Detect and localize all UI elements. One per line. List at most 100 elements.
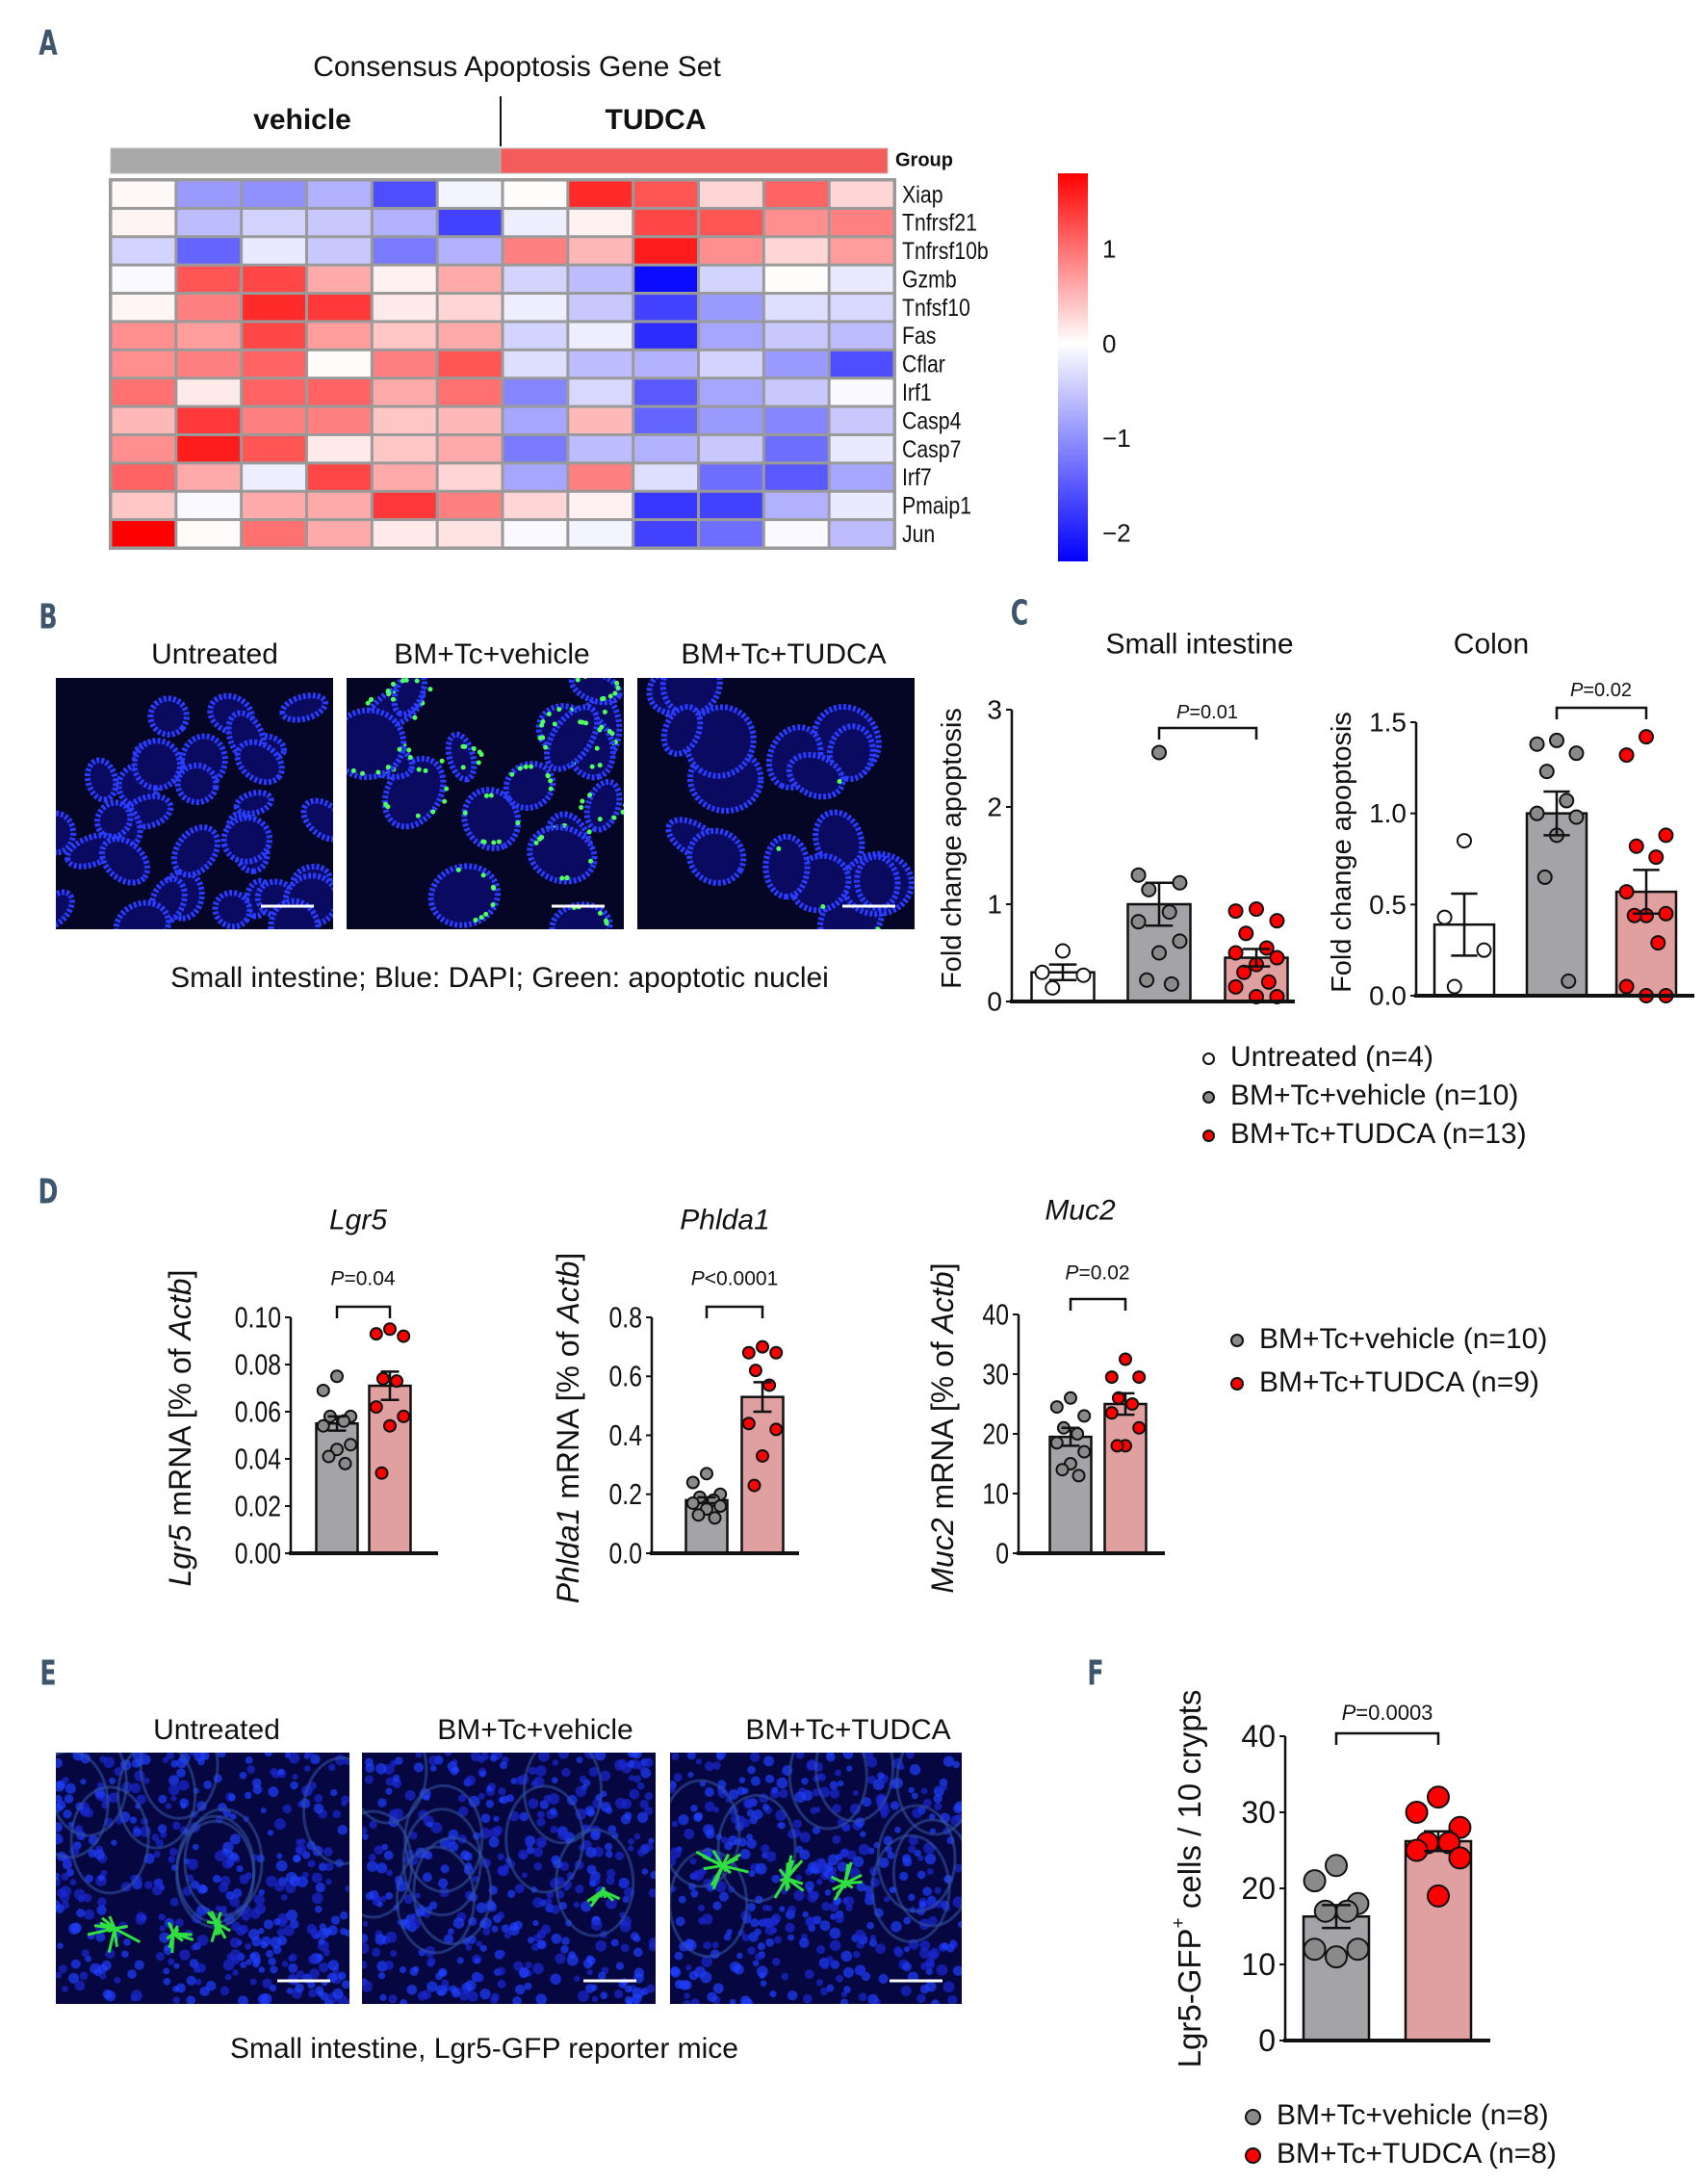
nucleus — [845, 1904, 853, 1911]
data-point-si — [1151, 744, 1167, 761]
nucleus — [622, 1896, 630, 1904]
heatmap-cell — [634, 351, 697, 377]
data-point-colon — [1559, 793, 1575, 809]
p-value-si: P=0.01 — [1176, 702, 1238, 723]
nucleus — [245, 1942, 252, 1950]
group-label-vehicle: vehicle — [253, 104, 351, 136]
data-point-lgr5 — [338, 1456, 352, 1470]
nucleus — [535, 1993, 548, 2004]
nucleus — [856, 1966, 866, 1976]
nucleus — [614, 1851, 625, 1860]
nucleus — [813, 1859, 825, 1870]
apoptotic-nucleus — [483, 793, 489, 798]
apoptotic-nucleus — [478, 751, 484, 757]
nucleus — [749, 1753, 761, 1762]
crypt-ring — [220, 815, 272, 865]
nucleus — [573, 1901, 581, 1909]
data-point-colon — [1626, 907, 1642, 923]
nucleus — [633, 1833, 641, 1840]
heatmap-cell — [830, 379, 893, 405]
heatmap-cell — [112, 295, 175, 321]
y-tick-label-muc2: 0 — [995, 1537, 1009, 1570]
nucleus — [316, 1953, 323, 1962]
nucleus — [787, 1905, 797, 1914]
nucleus — [577, 1990, 589, 2002]
nucleus — [374, 1934, 387, 1945]
nucleus — [498, 1787, 506, 1796]
apoptotic-nucleus — [480, 872, 486, 878]
heatmap-cell — [177, 209, 241, 236]
nucleus — [245, 1872, 253, 1880]
nucleus — [385, 1787, 393, 1795]
nucleus — [687, 1772, 694, 1779]
nucleus — [683, 1999, 691, 2004]
nucleus — [843, 1986, 851, 1993]
nucleus — [159, 1932, 170, 1943]
heatmap-cell — [764, 209, 828, 236]
crypt-outline — [814, 1753, 895, 1823]
gfp-signal — [843, 1863, 850, 1884]
nucleus — [586, 1864, 597, 1875]
nucleus — [799, 1832, 811, 1843]
nucleus — [399, 1965, 407, 1974]
data-point-colon — [1618, 747, 1635, 764]
nucleus — [341, 1795, 349, 1805]
nucleus — [576, 1756, 583, 1763]
nucleus — [934, 1802, 942, 1811]
nucleus — [908, 1835, 919, 1846]
data-point-colon — [1628, 838, 1644, 854]
data-point-si — [1034, 964, 1050, 980]
apoptotic-nucleus — [548, 778, 554, 784]
nucleus — [168, 1783, 180, 1796]
nucleus — [332, 1988, 344, 1999]
nucleus — [94, 1849, 105, 1860]
data-point-phlda1 — [708, 1511, 722, 1525]
apoptotic-nucleus — [546, 711, 552, 716]
nucleus — [123, 1938, 131, 1946]
heatmap-cell — [569, 266, 633, 293]
nucleus — [519, 1811, 529, 1822]
crypt-ring — [686, 827, 747, 886]
nucleus — [178, 1780, 190, 1791]
nucleus — [155, 1838, 165, 1848]
crypt-outline — [139, 1753, 219, 1820]
nucleus — [308, 1989, 317, 1998]
legend-dot-untreated-icon — [1202, 1052, 1215, 1065]
nucleus — [127, 1969, 137, 1979]
nucleus — [703, 1940, 711, 1950]
nucleus — [62, 1986, 68, 1992]
apoptotic-nucleus — [540, 719, 546, 725]
nucleus — [670, 1785, 676, 1794]
nucleus — [65, 1782, 76, 1794]
nucleus — [221, 1858, 233, 1869]
chart-title-si: Small intestine — [1105, 629, 1293, 661]
nucleus — [219, 1986, 230, 1996]
gfp-signal — [216, 1911, 222, 1924]
nucleus — [327, 1960, 339, 1971]
apoptotic-nucleus — [460, 743, 466, 749]
apoptotic-nucleus — [562, 939, 567, 944]
significance-bracket-si — [1157, 726, 1258, 740]
heatmap-cell — [438, 521, 502, 547]
nucleus — [232, 1969, 239, 1976]
nucleus — [249, 1953, 256, 1960]
crypt-ring — [427, 863, 502, 928]
nucleus — [853, 1951, 861, 1959]
heatmap-cell — [308, 464, 371, 490]
nucleus — [918, 1947, 930, 1959]
nucleus — [330, 1788, 338, 1797]
nucleus — [704, 1761, 714, 1772]
nucleus — [917, 1855, 924, 1861]
nucleus — [598, 1971, 607, 1981]
nucleus — [795, 1753, 805, 1759]
nucleus — [909, 1764, 921, 1776]
heatmap-cell — [700, 181, 762, 207]
data-point-phlda1 — [756, 1448, 769, 1463]
y-tick-label-si: 0 — [987, 987, 1002, 1017]
gfp-signal — [114, 1927, 142, 1944]
nucleus — [723, 1933, 732, 1941]
nucleus — [327, 1925, 338, 1936]
heatmap-cell — [177, 379, 241, 405]
nucleus — [628, 1837, 635, 1845]
nucleus — [426, 1981, 438, 1992]
